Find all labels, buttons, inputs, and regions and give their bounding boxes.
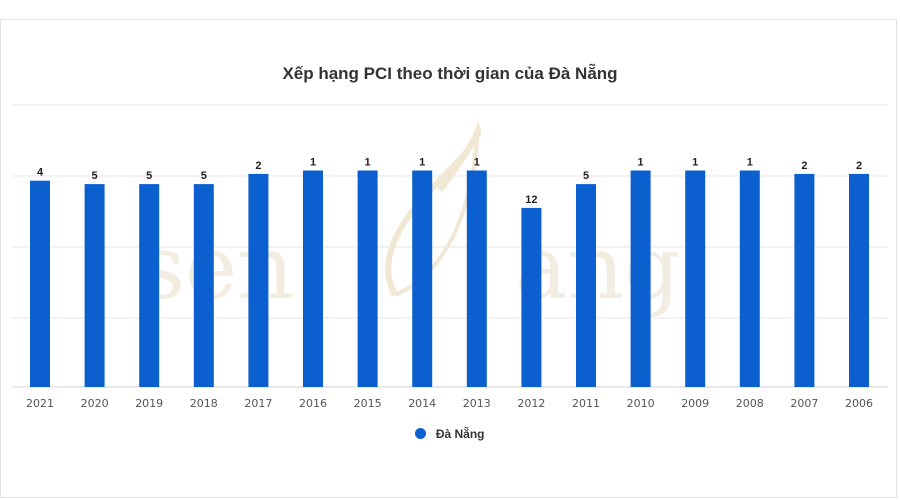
data-label-2020: 5 xyxy=(92,170,98,182)
x-tick-2018: 2018 xyxy=(190,397,218,410)
legend-marker xyxy=(415,428,427,439)
data-label-2021: 4 xyxy=(37,167,44,179)
x-tick-2014: 2014 xyxy=(408,397,436,410)
chart-title: Xếp hạng PCI theo thời gian của Đà Nẵng xyxy=(282,64,618,83)
data-label-2015: 1 xyxy=(365,157,371,169)
data-label-2016: 1 xyxy=(310,157,316,169)
bar-2014[interactable] xyxy=(412,170,433,388)
data-label-2013: 1 xyxy=(474,157,480,169)
bar-2021[interactable] xyxy=(30,180,50,387)
x-tick-2013: 2013 xyxy=(463,397,491,410)
watermark-text-sen: sen xyxy=(140,216,294,319)
bar-2011[interactable] xyxy=(576,184,596,387)
bars xyxy=(30,170,869,388)
data-label-2012: 12 xyxy=(525,194,537,206)
bar-2010[interactable] xyxy=(630,170,651,388)
x-tick-2019: 2019 xyxy=(135,397,163,410)
data-label-2009: 1 xyxy=(692,157,698,169)
x-tick-2012: 2012 xyxy=(517,397,545,410)
x-tick-2021: 2021 xyxy=(26,397,54,410)
bar-2017[interactable] xyxy=(248,173,269,387)
bar-2015[interactable] xyxy=(357,170,378,388)
x-tick-2015: 2015 xyxy=(354,397,382,410)
x-tick-2020: 2020 xyxy=(81,397,109,410)
data-label-2017: 2 xyxy=(255,160,261,172)
bar-2013[interactable] xyxy=(466,170,487,388)
watermark-leaf-stem xyxy=(394,129,480,297)
data-label-2010: 1 xyxy=(638,157,644,169)
x-tick-2009: 2009 xyxy=(681,397,709,410)
data-label-2008: 1 xyxy=(747,157,753,169)
x-tick-2017: 2017 xyxy=(244,397,272,410)
watermark-leaf xyxy=(385,121,482,297)
bar-2016[interactable] xyxy=(303,170,323,388)
data-label-2011: 5 xyxy=(583,170,589,182)
bar-2006[interactable] xyxy=(849,173,869,387)
bar-2018[interactable] xyxy=(193,184,214,387)
bar-2020[interactable] xyxy=(84,184,105,387)
bar-2012[interactable] xyxy=(521,207,542,387)
x-tick-2016: 2016 xyxy=(299,397,327,410)
legend: Đà Nẵng xyxy=(0,427,900,441)
bar-2007[interactable] xyxy=(794,173,815,387)
x-tick-2006: 2006 xyxy=(845,397,873,410)
x-tick-labels: 2021 2020 2019 2018 2017 2016 2015 2014 2013 2012… xyxy=(26,397,873,410)
bar-2019[interactable] xyxy=(139,184,160,387)
bar-2008[interactable] xyxy=(739,170,760,388)
data-label-2019: 5 xyxy=(146,170,152,182)
x-tick-2007: 2007 xyxy=(790,397,818,410)
data-label-2014: 1 xyxy=(419,157,425,169)
data-label-2007: 2 xyxy=(801,160,807,172)
data-label-2018: 5 xyxy=(201,170,207,182)
x-tick-2008: 2008 xyxy=(736,397,764,410)
x-tick-2011: 2011 xyxy=(572,397,600,410)
data-label-2006: 2 xyxy=(856,160,862,172)
bar-2009[interactable] xyxy=(685,170,706,388)
watermark-text-ang: ang xyxy=(515,216,680,319)
x-tick-2010: 2010 xyxy=(627,397,655,410)
legend-label: Đà Nẵng xyxy=(435,427,485,441)
watermark: sen ang xyxy=(140,121,680,319)
